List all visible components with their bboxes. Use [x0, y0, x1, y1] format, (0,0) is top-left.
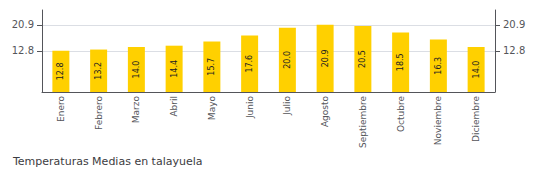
- svg-text:20.0: 20.0: [283, 51, 292, 69]
- svg-text:15.7: 15.7: [207, 58, 216, 76]
- svg-text:Abril: Abril: [169, 96, 179, 117]
- svg-text:14.4: 14.4: [170, 60, 179, 78]
- svg-text:Marzo: Marzo: [131, 96, 141, 124]
- svg-text:20.5: 20.5: [358, 50, 367, 68]
- svg-text:Septiembre: Septiembre: [358, 96, 368, 149]
- svg-text:13.2: 13.2: [94, 62, 103, 80]
- svg-text:20.9: 20.9: [503, 19, 525, 30]
- svg-text:20.9: 20.9: [12, 19, 34, 30]
- svg-text:20.9: 20.9: [321, 49, 330, 67]
- svg-text:12.8: 12.8: [56, 63, 65, 81]
- svg-text:Junio: Junio: [245, 96, 255, 120]
- svg-text:12.8: 12.8: [503, 45, 525, 56]
- svg-text:Temperaturas Medias en talayue: Temperaturas Medias en talayuela: [12, 155, 203, 168]
- svg-text:17.6: 17.6: [245, 55, 254, 73]
- svg-text:Enero: Enero: [56, 96, 66, 122]
- svg-text:Mayo: Mayo: [207, 96, 217, 121]
- svg-text:12.8: 12.8: [12, 45, 34, 56]
- svg-text:Noviembre: Noviembre: [433, 96, 443, 146]
- svg-text:Febrero: Febrero: [94, 96, 104, 130]
- svg-text:Diciembre: Diciembre: [471, 96, 481, 142]
- svg-text:14.0: 14.0: [472, 61, 481, 79]
- svg-text:14.0: 14.0: [132, 61, 141, 79]
- svg-text:18.5: 18.5: [396, 53, 405, 71]
- svg-text:16.3: 16.3: [434, 57, 443, 75]
- svg-text:Julio: Julio: [282, 96, 292, 116]
- svg-text:Octubre: Octubre: [396, 96, 406, 132]
- svg-text:Agosto: Agosto: [320, 96, 330, 128]
